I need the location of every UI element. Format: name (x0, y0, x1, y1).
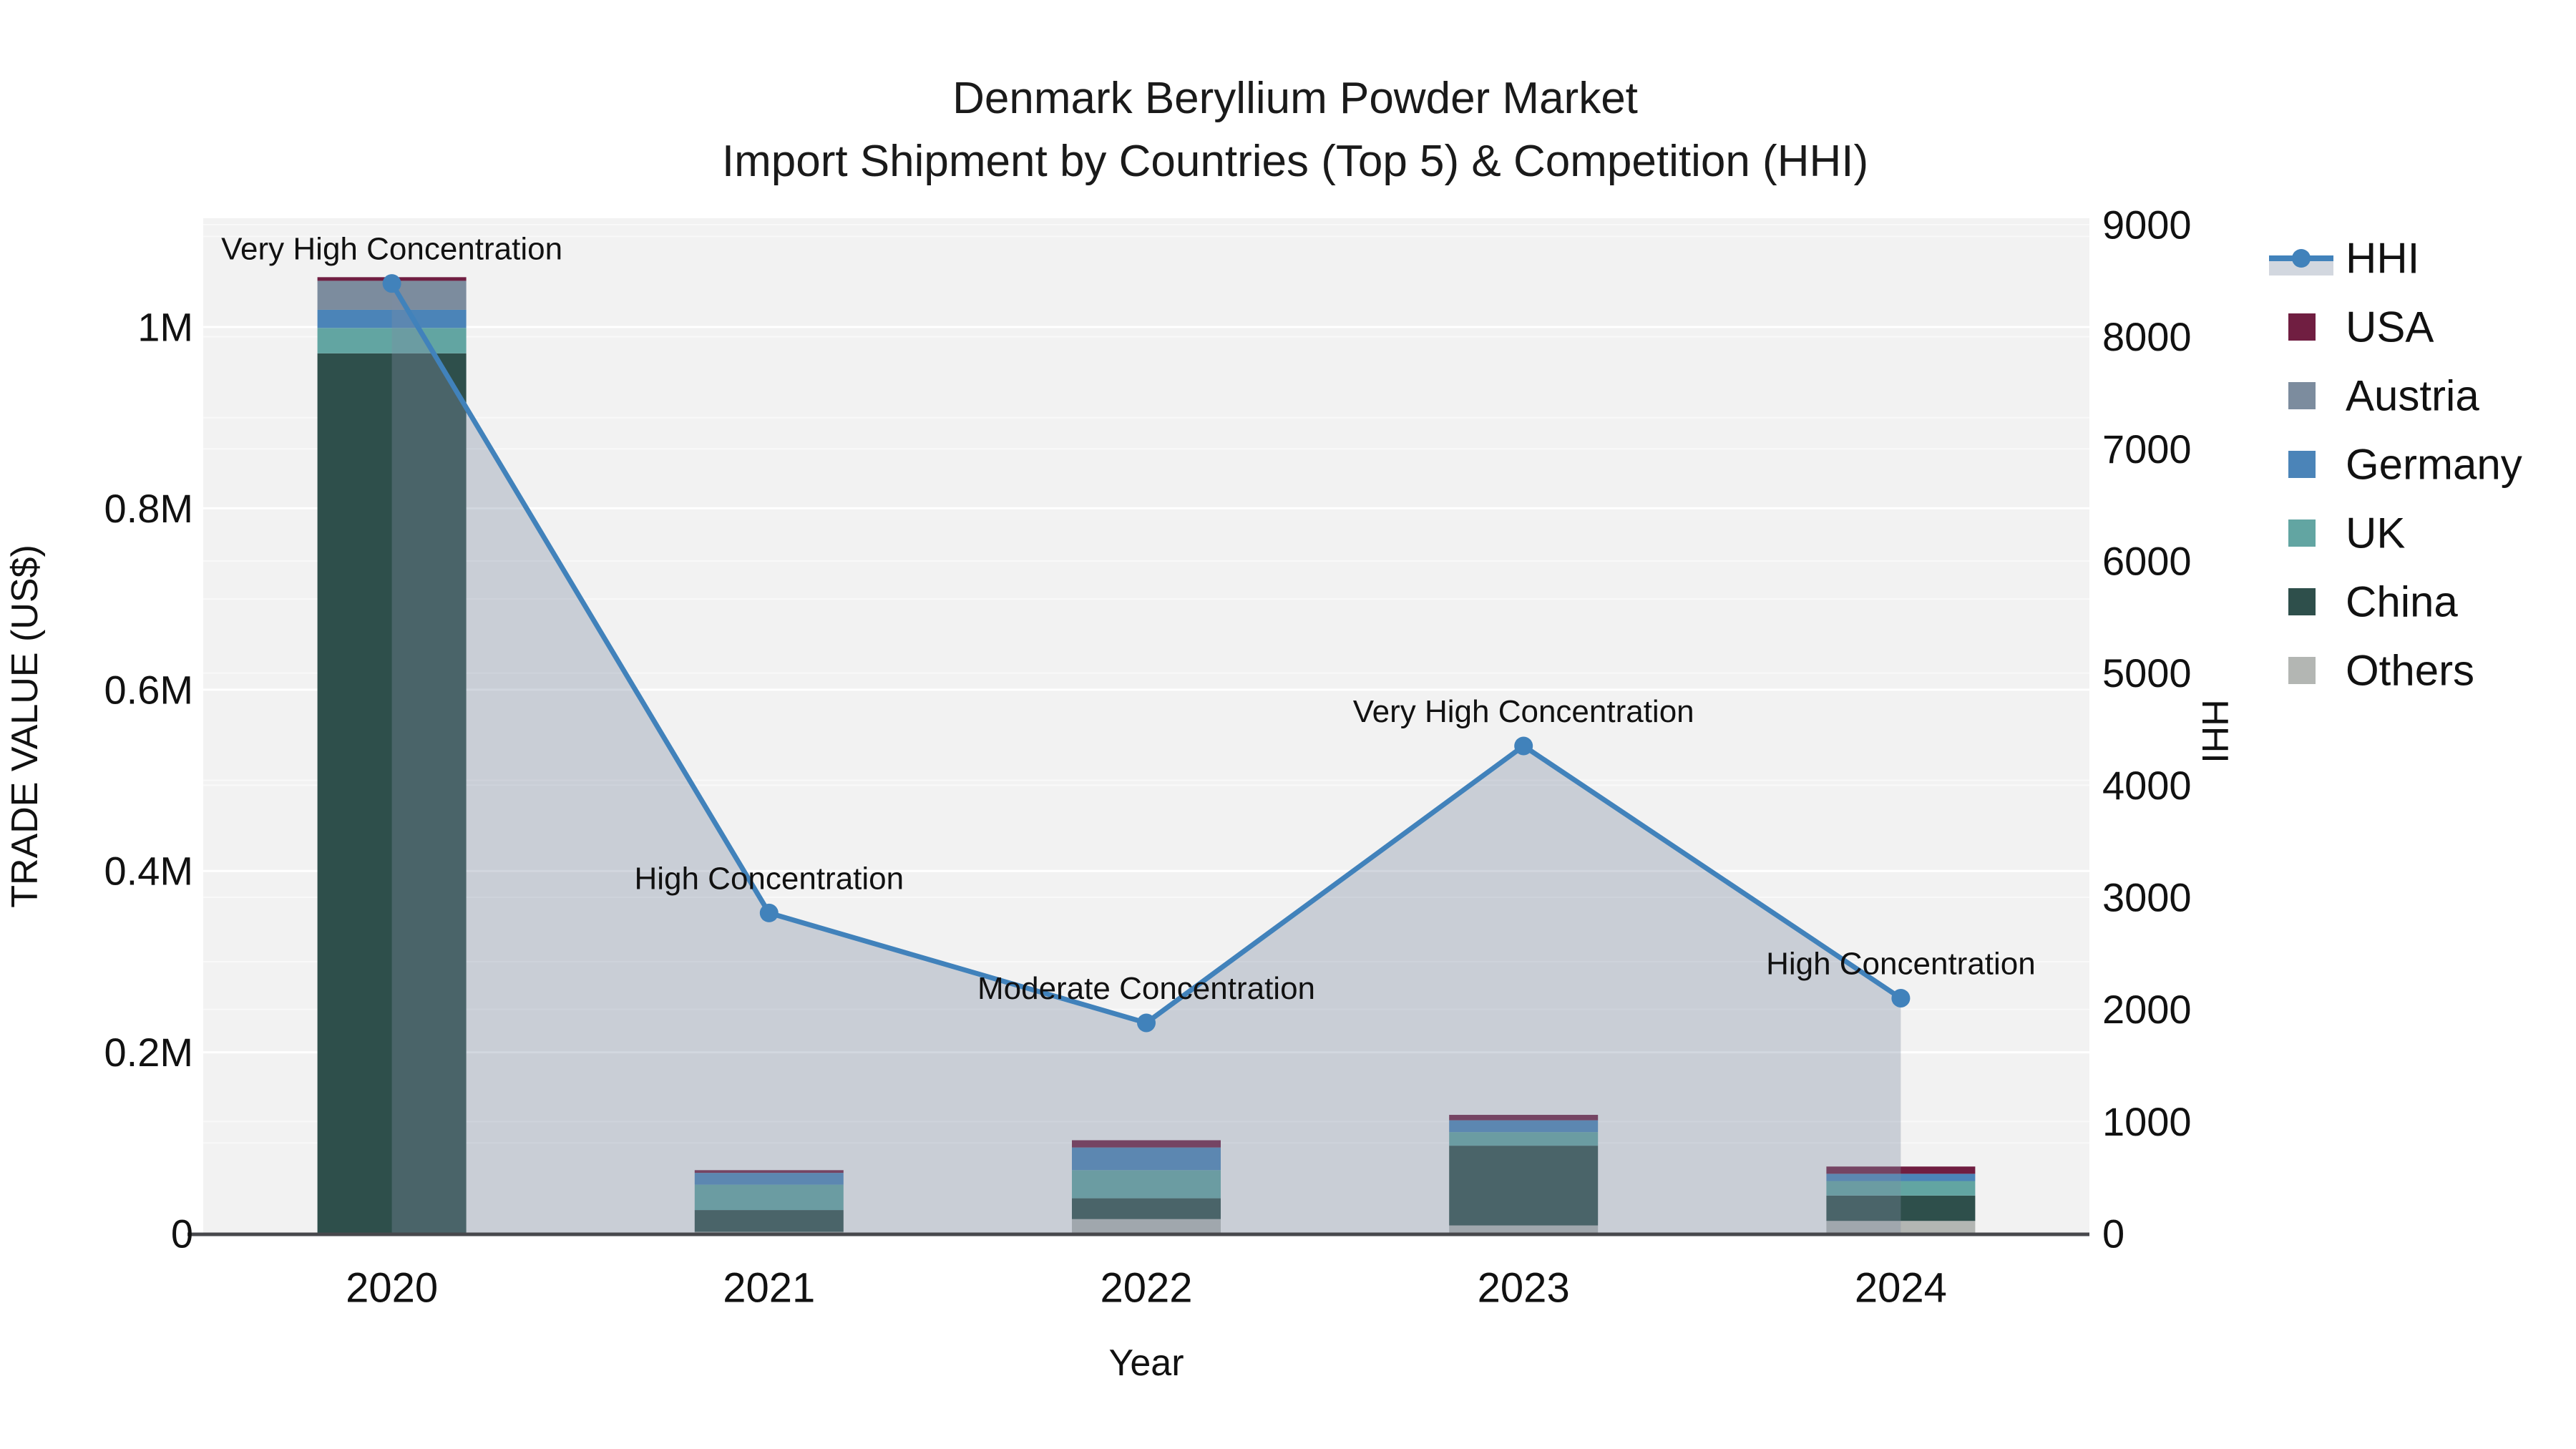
bar-segment-uk (1072, 1170, 1221, 1199)
concentration-annotation: Very High Concentration (1353, 694, 1694, 729)
chart-subtitle: Import Shipment by Countries (Top 5) & C… (722, 137, 1868, 186)
y-left-tick-label: 0.8M (104, 486, 194, 531)
bar-segment-others (1072, 1219, 1221, 1234)
bar-segment-china (1826, 1195, 1976, 1221)
bar-segment-china (694, 1210, 844, 1232)
hhi-marker (1137, 1013, 1156, 1033)
y-left-tick-label: 0.4M (104, 849, 194, 894)
hhi-marker (1891, 988, 1911, 1008)
concentration-annotation: High Concentration (1766, 946, 2036, 981)
x-tick-label: 2021 (723, 1265, 815, 1312)
y-right-tick-label: 2000 (2102, 987, 2192, 1032)
bar-segment-usa (1449, 1115, 1599, 1121)
bar-segment-others (1449, 1225, 1599, 1234)
x-tick-label: 2023 (1478, 1265, 1570, 1312)
bar-segment-usa (1072, 1140, 1221, 1148)
legend-label-hhi: HHI (2346, 235, 2419, 283)
y-right-tick-label: 6000 (2102, 538, 2192, 583)
legend-label-china: China (2346, 578, 2458, 626)
y-left-tick-label: 0 (171, 1211, 193, 1257)
y-right-tick-label: 1000 (2102, 1099, 2192, 1144)
bar-segment-uk (694, 1184, 844, 1211)
bar-segment-germany (1826, 1174, 1976, 1181)
y-right-tick-label: 7000 (2102, 426, 2192, 472)
hhi-marker (382, 274, 401, 293)
bar-segment-usa (694, 1170, 844, 1174)
bar-segment-germany (1072, 1147, 1221, 1171)
bar-segment-china (1449, 1146, 1599, 1226)
plot-background (203, 218, 2089, 1234)
bar-segment-uk (1826, 1181, 1976, 1196)
chart-title: Denmark Beryllium Powder Market (952, 74, 1638, 123)
x-axis-title: Year (1108, 1342, 1184, 1384)
bar-segment-germany (1449, 1120, 1599, 1133)
y-right-tick-label: 4000 (2102, 763, 2192, 808)
legend-label-austria: Austria (2346, 372, 2479, 420)
y-left-tick-label: 0.6M (104, 667, 194, 712)
bar-segment-others (1826, 1221, 1976, 1234)
legend-label-germany: Germany (2346, 441, 2522, 489)
y-right-tick-label: 5000 (2102, 650, 2192, 696)
y-left-axis-title: TRADE VALUE (US$) (4, 545, 46, 908)
hhi-marker (759, 903, 779, 922)
y-right-tick-label: 0 (2102, 1211, 2124, 1257)
x-tick-label: 2022 (1100, 1265, 1192, 1312)
y-left-tick-label: 1M (137, 305, 193, 350)
x-tick-label: 2024 (1855, 1265, 1947, 1312)
legend-swatch-china (2288, 588, 2316, 615)
y-left-tick-label: 0.2M (104, 1030, 194, 1075)
y-right-axis-title: HHI (2194, 699, 2235, 763)
y-right-tick-label: 3000 (2102, 874, 2192, 919)
concentration-annotation: High Concentration (634, 861, 904, 896)
legend-swatch-usa (2288, 313, 2316, 341)
hhi-area-fill (391, 283, 1901, 1234)
bar-segment-germany (317, 309, 467, 328)
hhi-marker (1514, 736, 1533, 756)
bar-segment-usa (1826, 1166, 1976, 1174)
y-right-tick-label: 8000 (2102, 314, 2192, 359)
bar-segment-china (317, 353, 467, 1234)
bar-segment-uk (317, 328, 467, 353)
bar-segment-germany (694, 1173, 844, 1185)
legend-label-usa: USA (2346, 303, 2434, 351)
bar-segment-uk (1449, 1132, 1599, 1146)
legend-swatch-germany (2288, 451, 2316, 478)
legend-swatch-others (2288, 657, 2316, 684)
legend-hhi-marker-sample (2292, 249, 2311, 268)
concentration-annotation: Very High Concentration (221, 232, 562, 267)
x-tick-label: 2020 (346, 1265, 438, 1312)
bar-segment-china (1072, 1198, 1221, 1219)
legend-swatch-austria (2288, 382, 2316, 409)
legend-label-uk: UK (2346, 509, 2405, 557)
concentration-annotation: Moderate Concentration (977, 971, 1315, 1006)
y-right-tick-label: 9000 (2102, 202, 2192, 247)
legend-label-others: Others (2346, 647, 2474, 695)
legend-swatch-uk (2288, 519, 2316, 547)
plot-area: 0 0.2M 0.4M 0.6M 0.8M 1M 0 1000 2000 3000 4000 5000… (104, 202, 2522, 1311)
